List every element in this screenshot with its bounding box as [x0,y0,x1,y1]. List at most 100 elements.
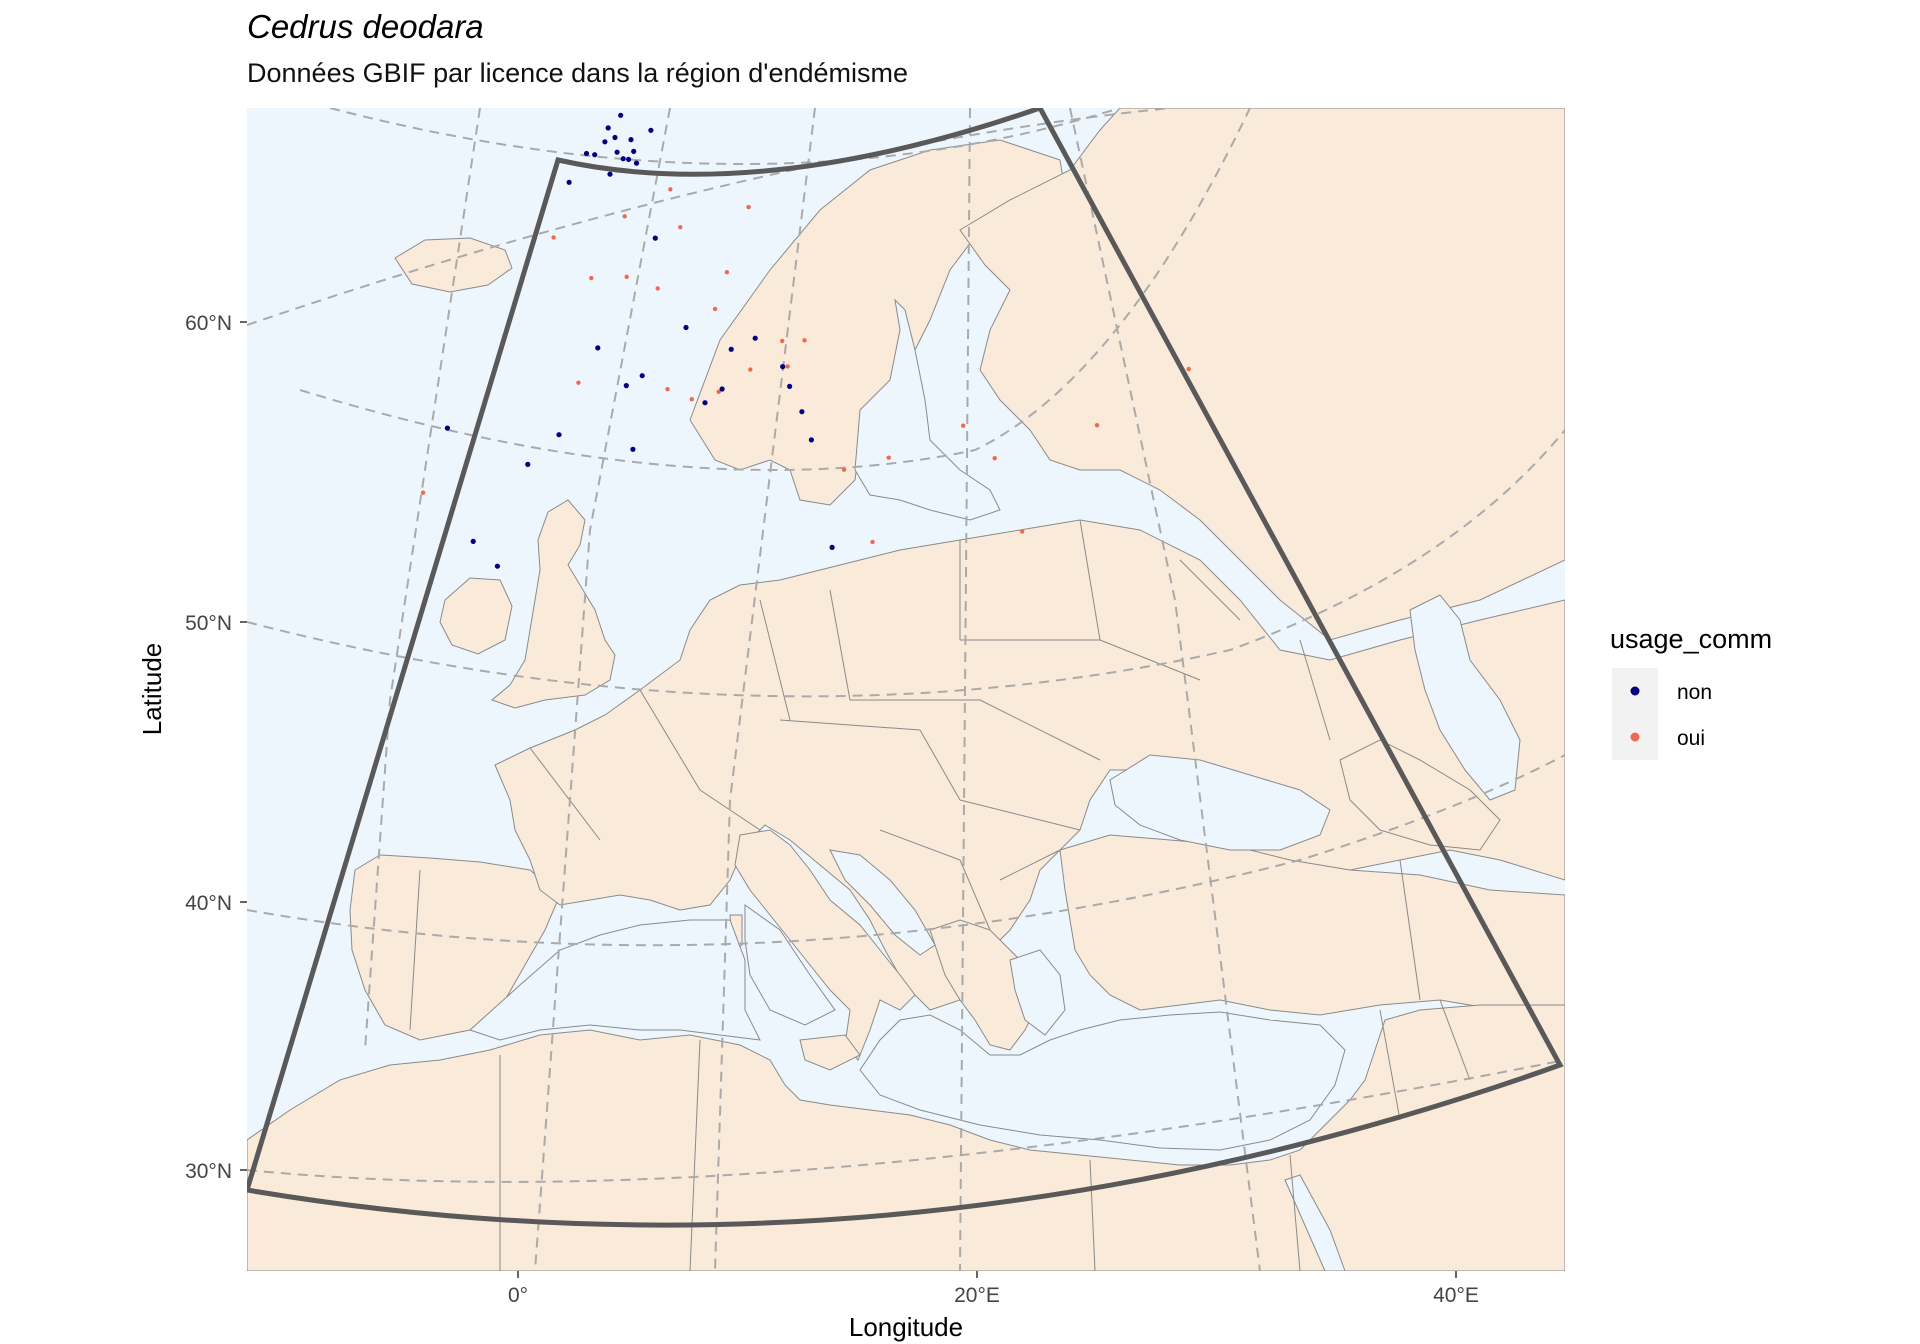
land-italy [734,829,916,1061]
data-point-oui [589,275,594,281]
axis-ticks [240,321,1457,1278]
legend-label-non: non [1677,681,1712,704]
border-line [529,747,601,841]
graticule-lat-65 [329,108,1121,165]
border-line [1439,999,1471,1081]
data-point-non [787,383,793,389]
graticule-lat-30 [247,1059,1565,1183]
data-point-non [631,148,637,154]
x-tick-label-20e: 20°E [954,1284,1000,1307]
data-point-non [566,179,572,185]
data-point-non [602,139,608,145]
x-axis-label: Longitude [849,1312,963,1342]
legend: usage_comm non oui [1610,624,1772,760]
sea-red-sea [1284,1174,1346,1271]
data-point-non [652,235,658,241]
sea-aegean [1009,949,1066,1036]
data-point-oui [992,456,997,461]
graticule-lon--10 [364,108,481,1051]
inland-seas [469,298,1521,1271]
border-line [1289,1154,1301,1271]
chart-subtitle: Données GBIF par licence dans la région … [247,58,909,88]
data-point-non [630,446,636,452]
data-point-non [596,98,601,103]
border-line [999,849,1061,881]
graticule [247,108,1565,1271]
border-line [1079,519,1101,641]
data-point-non [808,437,815,443]
data-point-oui [748,367,753,372]
data-point-non [780,364,786,370]
legend-dot-oui [1630,732,1640,742]
graticule-lat-50 [247,429,1565,698]
data-point-non [614,149,620,155]
data-point-oui [655,286,660,291]
data-point-non [618,112,624,118]
x-tick-label-40e: 40°E [1433,1284,1479,1307]
data-point-oui [724,270,730,275]
legend-title: usage_comm [1610,624,1772,654]
data-point-oui [1094,423,1100,428]
data-point-oui [622,214,627,219]
data-point-non [615,89,620,94]
data-point-non [829,544,835,551]
data-point-oui [780,338,785,344]
endemism-region-outline [247,108,1564,1228]
graticule-lon-0 [534,108,671,1271]
data-point-non [556,432,562,438]
data-point-non [626,156,632,162]
sea-mediterranean-west [469,919,761,1041]
border-line [1379,1009,1401,1121]
land-caucasus [1339,739,1501,851]
border-line [979,699,1101,761]
border-line [1299,639,1331,741]
legend-dot-non [1630,686,1640,696]
data-point-oui [712,306,718,312]
data-point-non [612,134,618,141]
land-sicily [799,1034,861,1071]
data-point-non [719,386,725,392]
border-line [879,829,961,861]
data-point-non [752,335,758,341]
points-non [444,58,835,569]
sea-tyrrhenian [744,904,836,1026]
data-point-oui [802,338,807,343]
data-point-non [623,383,629,389]
land-anatolia [1059,834,1565,1016]
data-point-oui [870,539,875,545]
border-line [1099,639,1201,681]
data-point-non [525,461,531,467]
data-point-oui [1020,529,1025,534]
country-borders [409,519,1471,1271]
data-point-oui [624,274,629,279]
data-point-oui [576,380,581,385]
border-line [959,799,1081,831]
border-line [639,689,701,791]
data-point-non [595,345,601,351]
graticule-lon-30 [1069,108,1261,1271]
graticule-lat-55 [299,108,1251,471]
border-line [959,859,991,931]
y-tick-label-30: 30°N [185,1160,232,1183]
y-axis-label: Latitude [137,643,167,736]
data-point-non [592,152,598,158]
border-line [409,869,421,1031]
land-iberia [349,854,561,1041]
data-point-oui [420,490,426,495]
data-point-oui [551,235,556,240]
data-point-non [683,324,689,331]
data-point-oui [841,467,847,472]
data-point-non [605,125,611,131]
data-point-non [607,171,613,177]
data-point-oui [689,397,694,402]
data-point-non [648,127,654,133]
sea-mediterranean-east [859,1011,1346,1151]
border-line [1179,559,1241,621]
border-line [1399,859,1421,1001]
data-point-oui [668,187,673,192]
data-point-oui [665,387,670,392]
data-point-non [583,150,590,157]
sea-adriatic [829,849,936,956]
data-point-non [620,58,625,63]
x-tick-label-0: 0° [508,1284,528,1307]
